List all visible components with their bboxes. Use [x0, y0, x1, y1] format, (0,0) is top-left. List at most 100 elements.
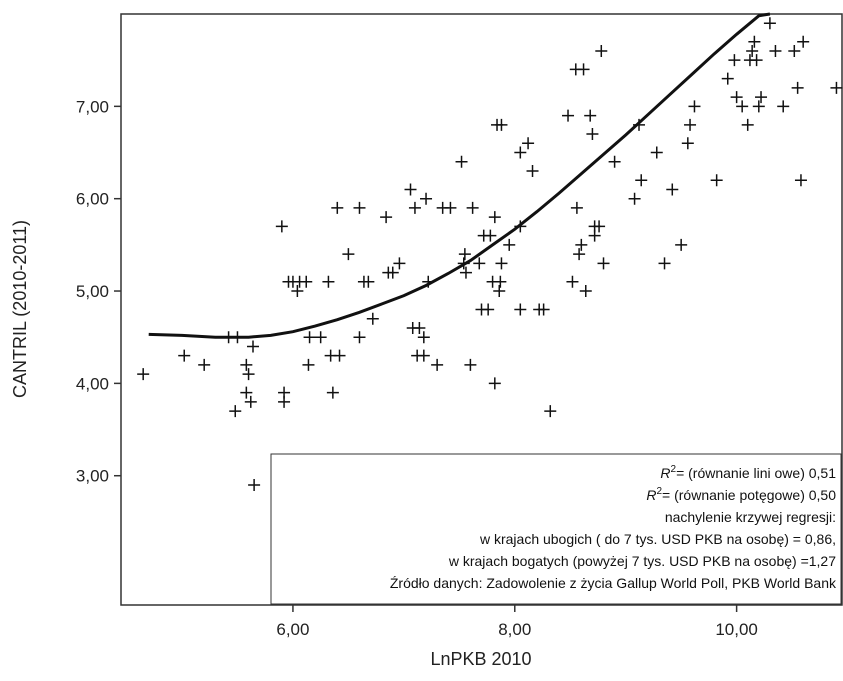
- x-axis: 6,00 8,00 10,00: [276, 605, 758, 639]
- data-point: [473, 257, 486, 270]
- data-point: [278, 395, 291, 408]
- data-point: [353, 331, 366, 344]
- data-point: [537, 303, 550, 316]
- data-point: [333, 349, 346, 362]
- annotation-source: Źródło danych: Zadowolenie z życia Gallu…: [390, 575, 837, 591]
- data-point: [244, 395, 257, 408]
- x-tick-label: 10,00: [715, 620, 758, 639]
- data-point: [730, 91, 743, 104]
- data-point: [303, 331, 316, 344]
- annotation-slope-heading: nachylenie krzywej regresji:: [665, 509, 836, 525]
- data-point: [575, 238, 588, 251]
- data-point: [248, 478, 261, 491]
- data-point: [417, 349, 430, 362]
- data-point: [488, 211, 501, 224]
- data-point: [763, 17, 776, 30]
- data-point: [466, 201, 479, 214]
- x-tick-label: 6,00: [276, 620, 309, 639]
- data-point: [514, 146, 527, 159]
- data-point: [240, 358, 253, 371]
- data-point: [488, 377, 501, 390]
- data-point: [688, 100, 701, 113]
- data-point: [794, 174, 807, 187]
- data-point: [566, 275, 579, 288]
- data-point: [393, 257, 406, 270]
- data-point: [366, 312, 379, 325]
- data-point: [797, 35, 810, 48]
- data-point: [746, 44, 759, 57]
- data-point: [404, 183, 417, 196]
- data-point: [458, 248, 471, 261]
- data-point: [342, 248, 355, 261]
- data-point: [326, 386, 339, 399]
- data-point: [562, 109, 575, 122]
- data-point: [675, 238, 688, 251]
- data-point: [544, 405, 557, 418]
- data-point: [484, 229, 497, 242]
- data-point: [650, 146, 663, 159]
- annotation-slope-poor: w krajach ubogich ( do 7 tys. USD PKB na…: [479, 531, 836, 547]
- scatter-points: [137, 17, 843, 491]
- data-point: [431, 358, 444, 371]
- y-tick-label: 3,00: [76, 467, 109, 486]
- data-point: [595, 44, 608, 57]
- data-point: [291, 285, 304, 298]
- data-point: [495, 257, 508, 270]
- data-point: [628, 192, 641, 205]
- data-point: [684, 118, 697, 131]
- data-point: [728, 54, 741, 67]
- plot-area-frame: [120, 13, 843, 606]
- data-point: [408, 201, 421, 214]
- data-point: [710, 174, 723, 187]
- data-point: [777, 100, 790, 113]
- data-point: [755, 91, 768, 104]
- data-point: [769, 44, 782, 57]
- data-point: [681, 137, 694, 150]
- data-point: [417, 331, 430, 344]
- data-point: [608, 155, 621, 168]
- data-point: [314, 331, 327, 344]
- y-tick-label: 4,00: [76, 374, 109, 393]
- data-point: [522, 137, 535, 150]
- data-point: [586, 128, 599, 141]
- data-point: [420, 192, 433, 205]
- data-point: [495, 118, 508, 131]
- data-point: [752, 100, 765, 113]
- annotation-r2-linear: R2= (równanie lini owe) 0,51: [660, 464, 836, 481]
- data-point: [444, 201, 457, 214]
- y-axis: 3,00 4,00 5,00 6,00 7,00: [76, 97, 121, 486]
- data-point: [464, 358, 477, 371]
- data-point: [593, 220, 606, 233]
- data-point: [579, 285, 592, 298]
- data-point: [240, 386, 253, 399]
- data-point: [246, 340, 259, 353]
- data-point: [386, 266, 399, 279]
- data-point: [322, 275, 335, 288]
- data-point: [573, 248, 586, 261]
- data-point: [570, 201, 583, 214]
- data-point: [362, 275, 375, 288]
- data-point: [514, 303, 527, 316]
- data-point: [788, 44, 801, 57]
- annotation-box: R2= (równanie lini owe) 0,51 R2= (równan…: [270, 453, 842, 605]
- data-point: [229, 405, 242, 418]
- data-point: [242, 368, 255, 381]
- data-point: [666, 183, 679, 196]
- data-point: [302, 358, 315, 371]
- data-point: [741, 118, 754, 131]
- data-point: [331, 201, 344, 214]
- y-axis-title: CANTRIL (2010-2011): [10, 220, 30, 398]
- data-point: [353, 201, 366, 214]
- data-point: [459, 266, 472, 279]
- data-point: [736, 100, 749, 113]
- x-axis-title: LnPKB 2010: [430, 649, 531, 669]
- data-point: [413, 321, 426, 334]
- data-point: [750, 54, 763, 67]
- data-point: [494, 275, 507, 288]
- data-point: [493, 285, 506, 298]
- regression-curve: [148, 12, 771, 339]
- data-point: [748, 35, 761, 48]
- y-tick-label: 7,00: [76, 97, 109, 116]
- data-point: [584, 109, 597, 122]
- data-point: [791, 81, 804, 94]
